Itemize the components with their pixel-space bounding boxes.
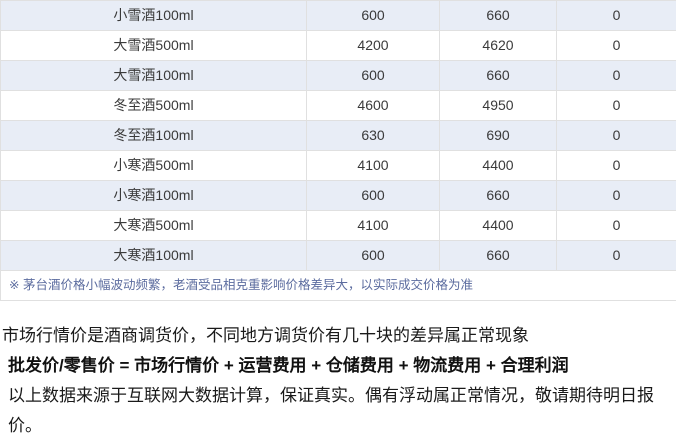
table-footnote: ※ 茅台酒价格小幅波动频繁，老酒受品相克重影响价格差异大，以实际成交价格为准 <box>1 271 676 301</box>
product-name-cell: 大雪酒100ml <box>1 61 307 90</box>
price-value-cell: 4400 <box>440 211 557 240</box>
price-value-cell: 4400 <box>440 151 557 180</box>
table-row: 大寒酒500ml 4100 4400 0 <box>1 211 676 241</box>
price-value-cell: 4950 <box>440 91 557 120</box>
price-value-cell: 630 <box>307 121 440 150</box>
price-value-cell: 690 <box>440 121 557 150</box>
price-value-cell: 4100 <box>307 211 440 240</box>
price-value-cell: 0 <box>612 217 621 233</box>
price-value-cell: 4200 <box>307 31 440 60</box>
table-row: 冬至酒100ml 630 690 0 <box>1 121 676 151</box>
price-value-cell: 660 <box>440 61 557 90</box>
price-value-cell: 0 <box>612 127 621 143</box>
data-source-disclaimer-text: 以上数据来源于互联网大数据计算，保证真实。偶有浮动属正常情况，敬请期待明日报价。 <box>8 386 654 435</box>
table-row: 小寒酒500ml 4100 4400 0 <box>1 151 676 181</box>
price-value-cell: 660 <box>440 1 557 30</box>
table-row: 小寒酒100ml 600 660 0 <box>1 181 676 211</box>
price-value-cell: 600 <box>307 241 440 270</box>
price-value-cell: 0 <box>612 7 621 23</box>
liquor-price-table: 小雪酒100ml 600 660 0 大雪酒500ml 4200 4620 0 大雪酒100ml… <box>0 0 676 301</box>
table-row: 大雪酒100ml 600 660 0 <box>1 61 676 91</box>
price-value-cell: 0 <box>612 67 621 83</box>
market-price-intro-text: 市场行情价是酒商调货价，不同地方调货价有几十块的差异属正常现象 <box>2 326 529 345</box>
explanation-section: 市场行情价是酒商调货价，不同地方调货价有几十块的差异属正常现象 批发价/零售价 … <box>0 301 676 440</box>
product-name-cell: 冬至酒500ml <box>1 91 307 120</box>
price-value-cell: 0 <box>612 157 621 173</box>
price-value-cell: 600 <box>307 181 440 210</box>
product-name-cell: 小雪酒100ml <box>1 1 307 30</box>
table-row: 大寒酒100ml 600 660 0 <box>1 241 676 271</box>
price-value-cell: 0 <box>612 37 621 53</box>
product-name-cell: 大寒酒100ml <box>1 241 307 270</box>
product-name-cell: 大雪酒500ml <box>1 31 307 60</box>
table-row: 大雪酒500ml 4200 4620 0 <box>1 31 676 61</box>
price-value-cell: 0 <box>612 97 621 113</box>
product-name-cell: 冬至酒100ml <box>1 121 307 150</box>
product-name-cell: 小寒酒500ml <box>1 151 307 180</box>
price-formula-text: 批发价/零售价 = 市场行情价 + 运营费用 + 仓储费用 + 物流费用 + 合… <box>8 356 569 375</box>
table-row: 冬至酒500ml 4600 4950 0 <box>1 91 676 121</box>
product-name-cell: 小寒酒100ml <box>1 181 307 210</box>
price-value-cell: 4600 <box>307 91 440 120</box>
table-row: 小雪酒100ml 600 660 0 <box>1 1 676 31</box>
price-value-cell: 600 <box>307 61 440 90</box>
price-value-cell: 4100 <box>307 151 440 180</box>
price-value-cell: 660 <box>440 241 557 270</box>
price-value-cell: 0 <box>612 187 621 203</box>
price-value-cell: 4620 <box>440 31 557 60</box>
table-body: 小雪酒100ml 600 660 0 大雪酒500ml 4200 4620 0 大雪酒100ml… <box>1 1 676 271</box>
product-name-cell: 大寒酒500ml <box>1 211 307 240</box>
price-value-cell: 660 <box>440 181 557 210</box>
price-value-cell: 600 <box>307 1 440 30</box>
price-value-cell: 0 <box>612 247 621 263</box>
